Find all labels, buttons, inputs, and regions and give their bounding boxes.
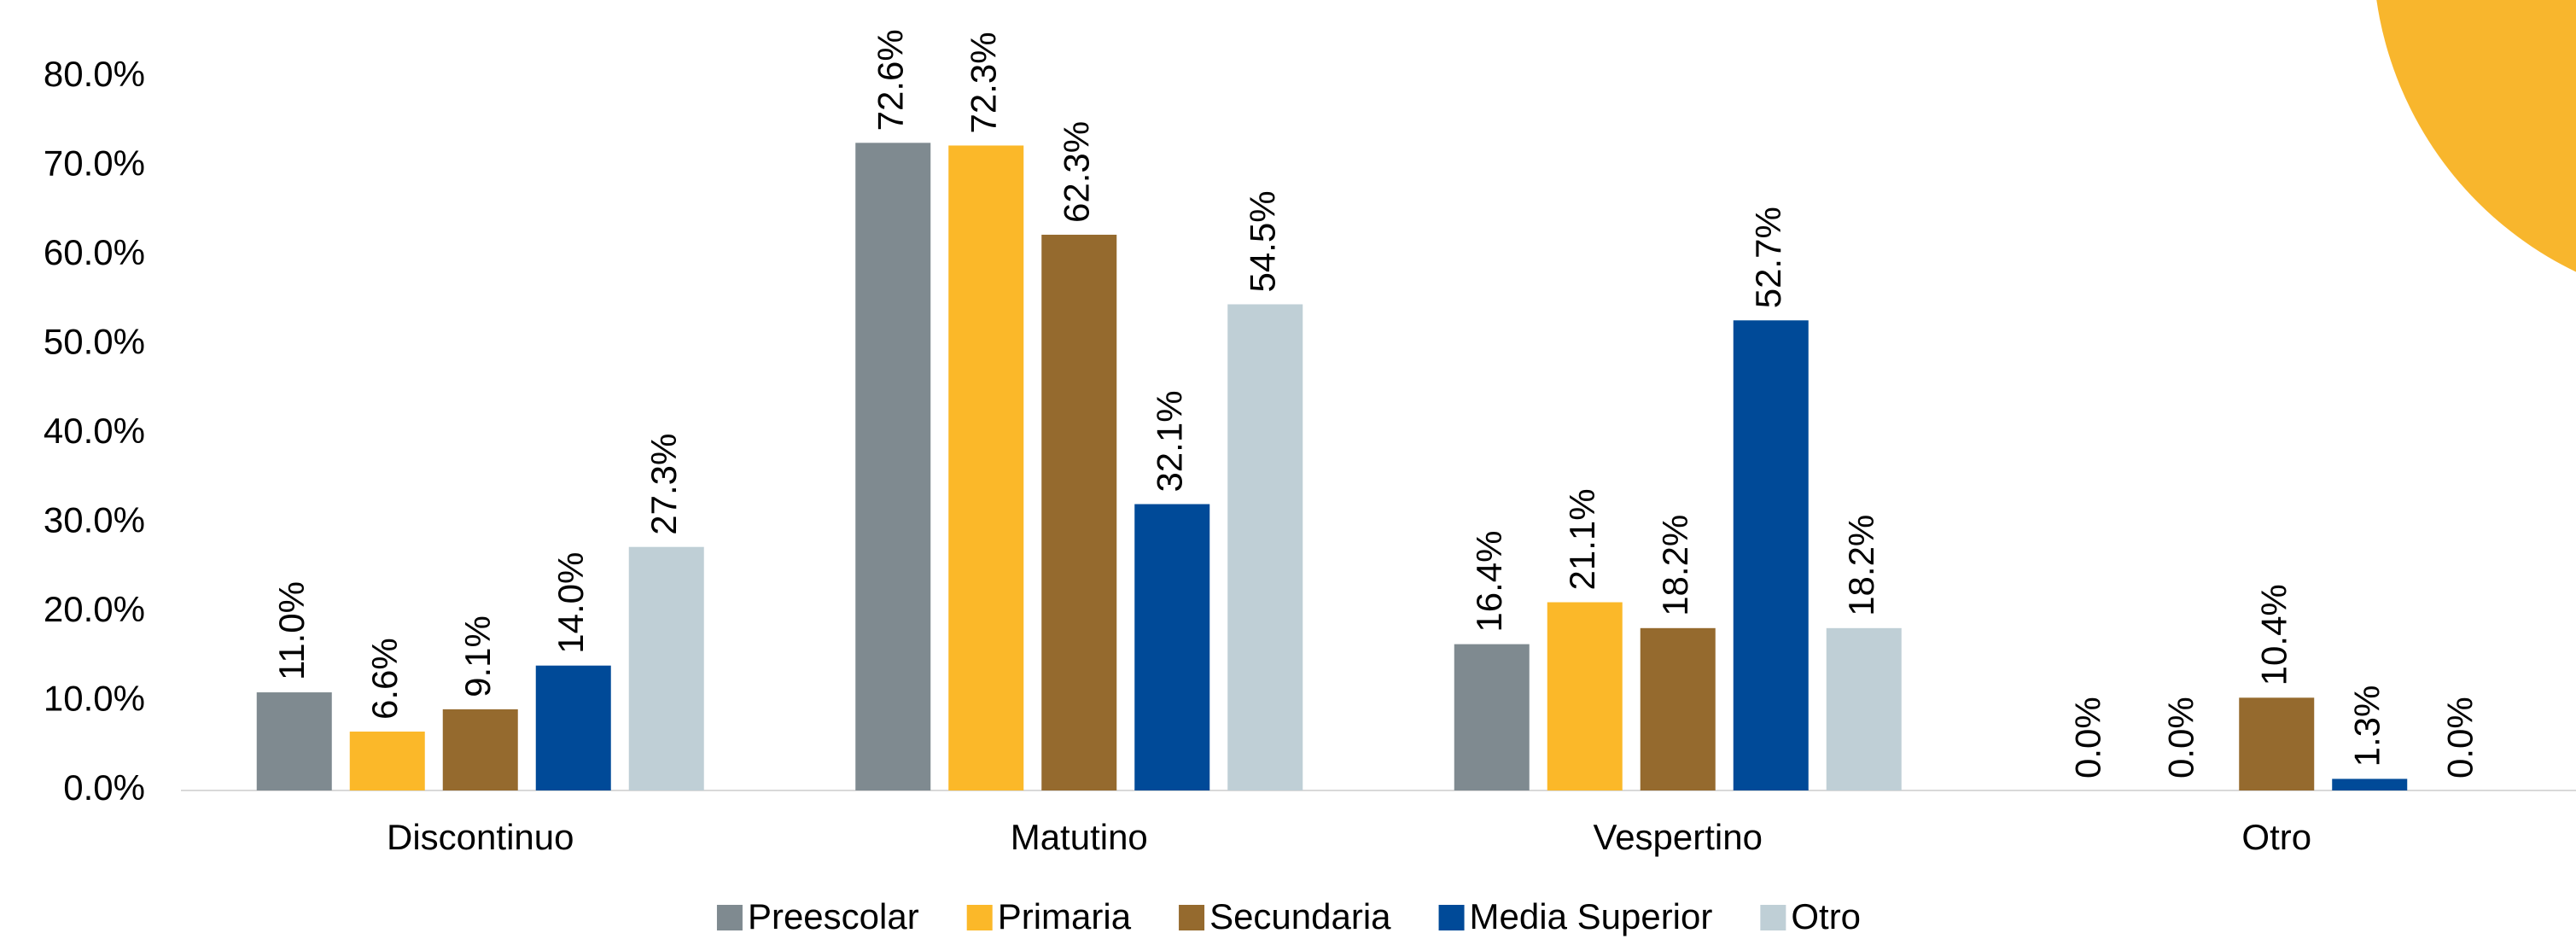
y-tick-label: 40.0% <box>44 411 145 451</box>
data-label: 72.6% <box>870 29 910 131</box>
bar <box>855 143 931 790</box>
legend-swatch <box>1760 905 1786 930</box>
data-label: 14.0% <box>551 552 591 654</box>
bar <box>1041 234 1117 791</box>
y-tick-label: 60.0% <box>44 232 145 272</box>
x-tick-label: Discontinuo <box>387 817 574 857</box>
decoration <box>2376 0 2576 272</box>
bar <box>256 692 332 790</box>
legend-label: Primaria <box>998 896 1132 936</box>
data-label: 62.3% <box>1056 121 1096 223</box>
data-label: 32.1% <box>1149 390 1189 492</box>
data-label: 27.3% <box>644 434 684 535</box>
bar <box>349 732 425 790</box>
bar <box>1826 627 1902 790</box>
y-tick-label: 70.0% <box>44 143 145 184</box>
data-label: 10.4% <box>2253 584 2293 685</box>
legend-label: Secundaria <box>1209 896 1391 936</box>
bar <box>1547 602 1623 790</box>
y-tick-label: 50.0% <box>44 322 145 362</box>
data-label: 52.7% <box>1748 207 1788 308</box>
legend-swatch <box>1438 905 1465 930</box>
x-tick-label: Otro <box>2241 817 2311 857</box>
bar <box>535 665 611 790</box>
legend-swatch <box>716 905 743 930</box>
data-label: 0.0% <box>2160 697 2200 779</box>
bar <box>1227 304 1303 791</box>
legend-label: Media Superior <box>1470 896 1713 936</box>
bar <box>1134 504 1210 790</box>
x-tick-label: Matutino <box>1011 817 1148 857</box>
bar <box>1733 320 1809 790</box>
bar <box>628 546 704 790</box>
data-label: 18.2% <box>1655 515 1695 616</box>
y-tick-label: 30.0% <box>44 500 145 540</box>
bar <box>1640 627 1716 790</box>
bar <box>2332 779 2408 790</box>
data-label: 21.1% <box>1562 488 1602 590</box>
data-label: 0.0% <box>2067 697 2107 779</box>
y-tick-label: 80.0% <box>44 54 145 94</box>
y-tick-label: 20.0% <box>44 589 145 629</box>
y-tick-label: 10.0% <box>44 679 145 719</box>
data-label: 11.0% <box>271 581 312 680</box>
legend-label: Preescolar <box>748 896 919 936</box>
y-tick-label: 0.0% <box>63 767 145 808</box>
data-label: 0.0% <box>2439 697 2480 779</box>
data-label: 54.5% <box>1242 190 1282 292</box>
bar <box>1454 644 1530 790</box>
legend-label: Otro <box>1791 896 1861 936</box>
data-label: 18.2% <box>1841 515 1881 616</box>
data-label: 6.6% <box>364 638 405 720</box>
data-label: 16.4% <box>1469 531 1509 633</box>
bar <box>948 145 1024 791</box>
legend-swatch <box>1179 905 1205 930</box>
data-label: 9.1% <box>458 615 498 697</box>
x-tick-label: Vespertino <box>1594 817 1763 857</box>
bar <box>442 709 518 790</box>
legend-swatch <box>966 905 993 930</box>
data-label: 72.3% <box>963 32 1003 133</box>
data-label: 1.3% <box>2346 685 2387 767</box>
bar <box>2239 697 2315 790</box>
